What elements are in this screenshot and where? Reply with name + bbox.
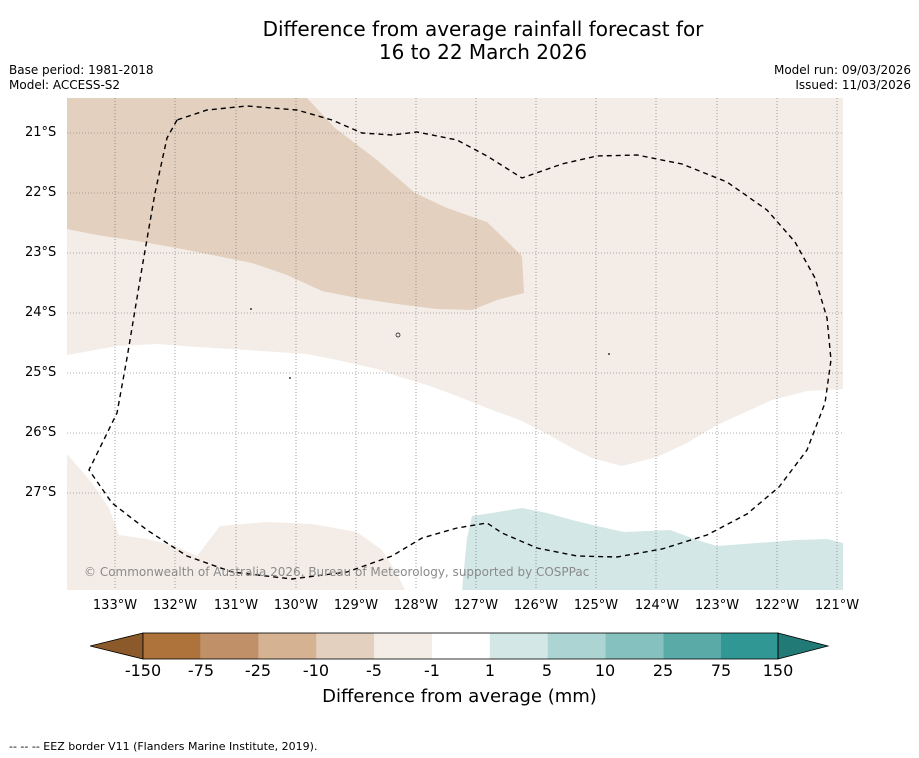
lon-label: 128°W (393, 598, 439, 613)
colorbar-label: 5 (541, 661, 553, 680)
meta-left: Base period: 1981-2018 Model: ACCESS-S2 (9, 63, 154, 93)
colorbar-label: 75 (710, 661, 732, 680)
colorbar-label: 25 (652, 661, 674, 680)
region-light-dry-southwest (67, 454, 405, 590)
issued-date: Issued: 11/03/2026 (795, 78, 911, 92)
lon-label: 132°W (152, 598, 198, 613)
title-line-2: 16 to 22 March 2026 (378, 40, 588, 64)
lon-label: 122°W (754, 598, 800, 613)
colorbar-swatch (316, 633, 375, 659)
colorbar (90, 632, 830, 660)
colorbar-swatch (143, 633, 201, 659)
copyright-notice: © Commonwealth of Australia 2026, Bureau… (84, 565, 590, 579)
colorbar-label: 150 (762, 661, 794, 680)
lon-label: 124°W (634, 598, 680, 613)
colorbar-label: -1 (424, 661, 440, 680)
region-moderate-dry (67, 98, 524, 310)
map-grid (67, 98, 843, 590)
lon-label: 123°W (694, 598, 740, 613)
title-line-1: Difference from average rainfall forecas… (262, 17, 704, 41)
lat-label: 26°S (25, 425, 57, 440)
colorbar-label: 1 (484, 661, 496, 680)
lat-label: 25°S (25, 365, 57, 380)
map-speck (250, 308, 252, 310)
lon-label: 130°W (273, 598, 319, 613)
colorbar-swatch (605, 633, 664, 659)
colorbar-swatch (721, 633, 779, 659)
map-speck (289, 377, 291, 379)
lat-label: 24°S (25, 305, 57, 320)
eez-legend-note: -- -- -- EEZ border V11 (Flanders Marine… (9, 740, 318, 753)
region-light-wet-southeast (462, 508, 843, 590)
colorbar-label: -10 (302, 661, 330, 680)
eez-border (88, 105, 832, 580)
colorbar-label: 10 (594, 661, 616, 680)
colorbar-label: -75 (187, 661, 215, 680)
base-period: Base period: 1981-2018 (9, 63, 154, 77)
lat-label: 22°S (25, 185, 57, 200)
lon-label: 121°W (814, 598, 860, 613)
colorbar-swatch (258, 633, 317, 659)
colorbar-swatch (489, 633, 548, 659)
map-speck (608, 353, 610, 355)
lon-label: 133°W (92, 598, 138, 613)
lon-label: 126°W (513, 598, 559, 613)
lat-label: 27°S (25, 485, 57, 500)
colorbar-swatch (374, 633, 432, 659)
colorbar-swatch (547, 633, 606, 659)
rainfall-map (67, 98, 843, 590)
colorbar-title: Difference from average (mm) (322, 686, 597, 707)
colorbar-label: -25 (244, 661, 272, 680)
lon-label: 127°W (453, 598, 499, 613)
lon-label: 131°W (213, 598, 259, 613)
colorbar-swatch (200, 633, 259, 659)
colorbar-label: -150 (124, 661, 162, 680)
colorbar-swatch (432, 633, 490, 659)
colorbar-label: -5 (366, 661, 382, 680)
lat-label: 23°S (25, 245, 57, 260)
colorbar-right-arrow (777, 632, 830, 660)
model-name: Model: ACCESS-S2 (9, 78, 121, 92)
lat-label: 21°S (25, 125, 57, 140)
map-speck (395, 332, 401, 338)
lon-label: 125°W (573, 598, 619, 613)
meta-right: Model run: 09/03/2026 Issued: 11/03/2026 (774, 63, 911, 93)
colorbar-outline (142, 632, 779, 660)
colorbar-swatch (663, 633, 721, 659)
lon-label: 129°W (333, 598, 379, 613)
map-canvas (67, 98, 843, 590)
model-run: Model run: 09/03/2026 (773, 63, 911, 77)
map-title: Difference from average rainfall forecas… (0, 18, 919, 64)
colorbar-left-arrow (90, 632, 144, 660)
